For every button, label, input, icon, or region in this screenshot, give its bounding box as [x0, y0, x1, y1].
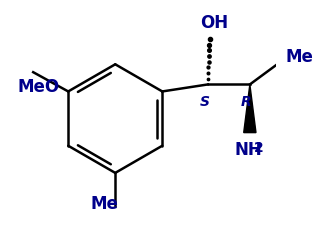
Text: Me: Me [286, 48, 313, 66]
Text: NH: NH [234, 141, 262, 159]
Text: 2: 2 [254, 141, 264, 155]
Text: OH: OH [200, 14, 228, 32]
Text: Me: Me [91, 195, 119, 213]
Polygon shape [244, 84, 256, 133]
Text: R: R [241, 95, 252, 109]
Text: S: S [199, 95, 209, 109]
Text: MeO: MeO [17, 78, 59, 96]
